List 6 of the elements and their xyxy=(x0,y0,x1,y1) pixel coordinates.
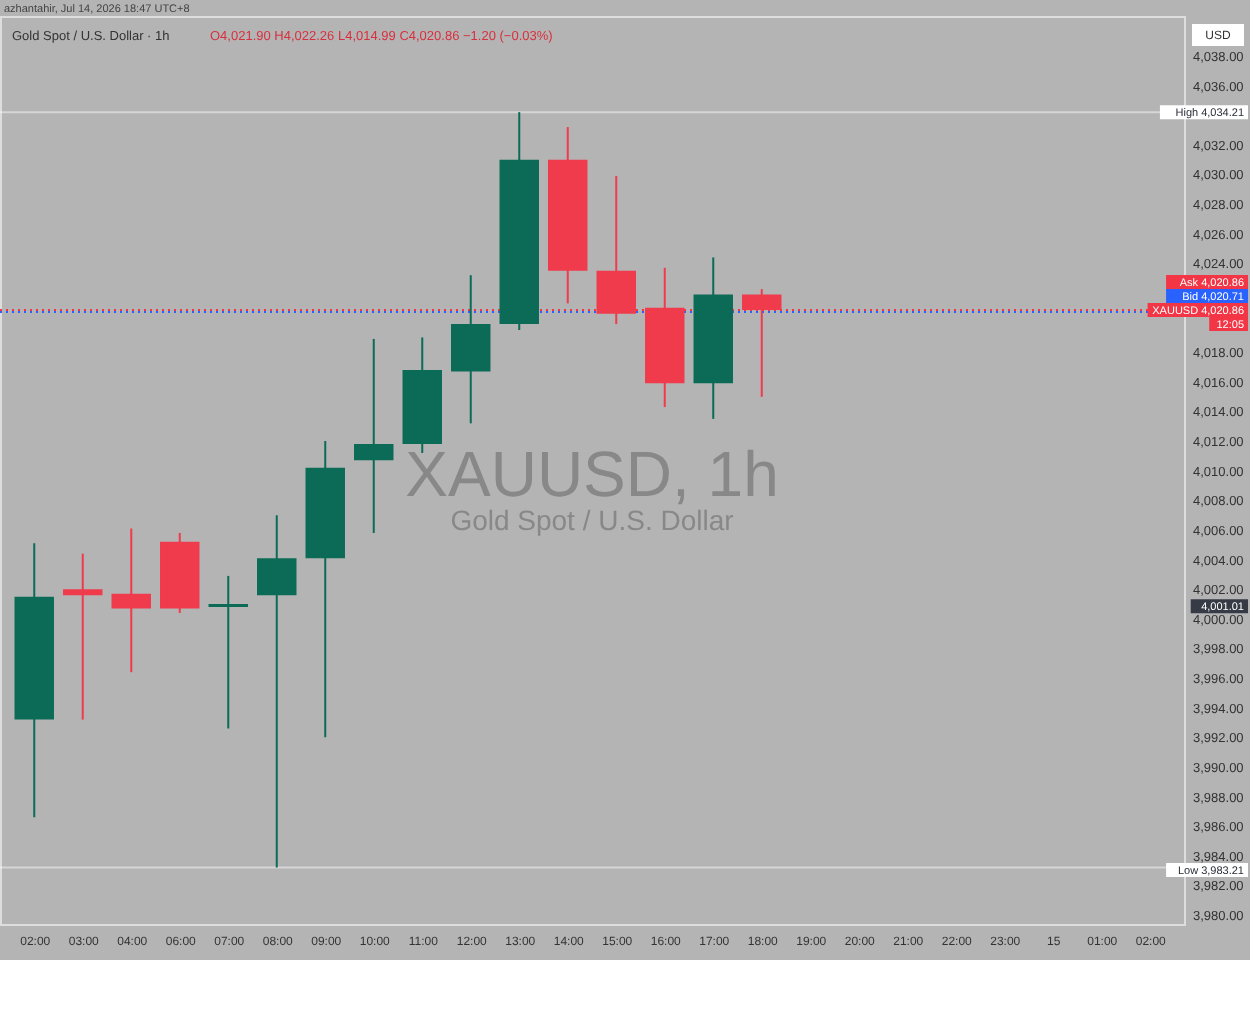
candlestick xyxy=(208,574,248,730)
candlestick xyxy=(111,527,151,674)
candlestick xyxy=(451,274,491,425)
candlestick xyxy=(257,514,297,869)
candlestick xyxy=(354,337,394,534)
candlestick xyxy=(63,552,103,721)
